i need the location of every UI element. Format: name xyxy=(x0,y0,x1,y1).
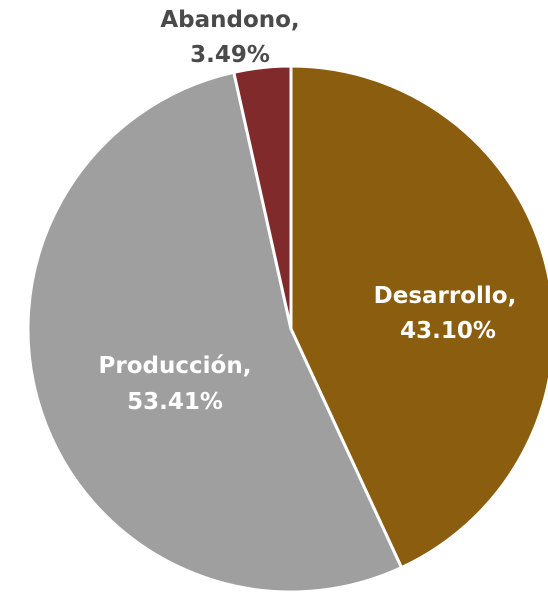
slice-label-abandono: Abandono, xyxy=(160,7,299,33)
pie-slice-abandono xyxy=(232,64,293,331)
slice-value-produccion: 53.41% xyxy=(127,389,223,415)
pie-slice-produccion xyxy=(26,70,403,594)
slice-label-desarrollo: Desarrollo, xyxy=(374,283,517,309)
slice-value-abandono: 3.49% xyxy=(190,42,270,68)
pie-slices xyxy=(26,64,548,594)
slice-label-produccion: Producción, xyxy=(99,353,252,379)
slice-value-desarrollo: 43.10% xyxy=(400,318,496,344)
